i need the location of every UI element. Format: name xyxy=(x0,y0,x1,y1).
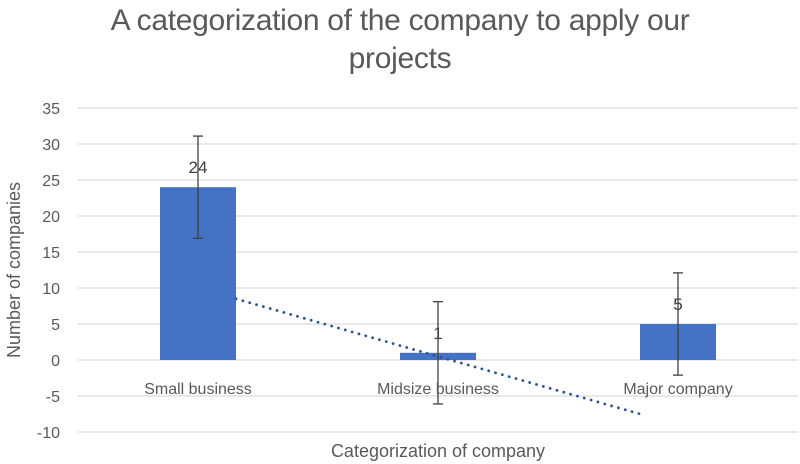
error-bar xyxy=(433,301,443,405)
error-bar xyxy=(193,135,203,239)
y-tick-label: 25 xyxy=(42,173,60,190)
y-tick-label: 20 xyxy=(42,209,60,226)
error-bars xyxy=(193,135,683,405)
chart-title: A categorization of the company to apply… xyxy=(0,2,800,78)
y-tick-label: 30 xyxy=(42,137,60,154)
x-axis-category-labels: Small business Midsize business Major comp… xyxy=(144,381,732,398)
category-label: Small business xyxy=(144,381,252,398)
data-labels: 24 1 5 xyxy=(189,158,683,343)
y-tick-label: -5 xyxy=(46,389,60,406)
data-label: 24 xyxy=(189,158,208,177)
y-tick-label: 5 xyxy=(51,317,60,334)
data-label: 5 xyxy=(673,295,682,314)
trendline-path xyxy=(234,297,642,416)
chart-title-line-2: projects xyxy=(348,42,452,75)
error-bar xyxy=(673,272,683,376)
bars xyxy=(160,187,716,360)
y-tick-label: 10 xyxy=(42,281,60,298)
y-tick-label: -10 xyxy=(37,425,60,442)
category-label: Major company xyxy=(623,381,732,398)
data-label: 1 xyxy=(433,324,442,343)
category-label: Midsize business xyxy=(377,381,499,398)
y-tick-label: 35 xyxy=(42,101,60,118)
y-tick-label: 0 xyxy=(51,353,60,370)
y-axis-tick-labels: 35 30 25 20 15 10 5 0 -5 -10 xyxy=(37,101,60,442)
x-axis-title: Categorization of company xyxy=(331,441,545,461)
y-axis-title: Number of companies xyxy=(4,182,24,358)
y-tick-label: 15 xyxy=(42,245,60,262)
trendline xyxy=(234,297,642,416)
chart-title-line-1: A categorization of the company to apply… xyxy=(110,4,690,37)
